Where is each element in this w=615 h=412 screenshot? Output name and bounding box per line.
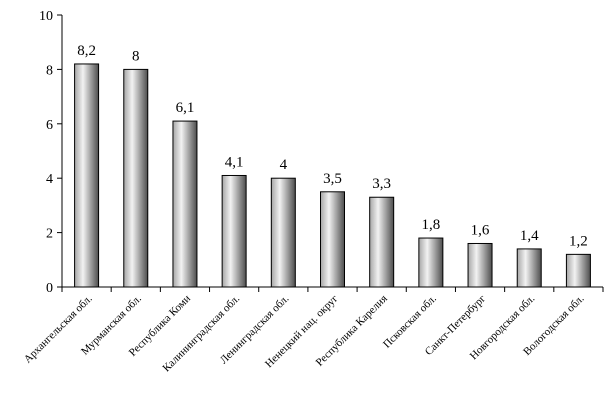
data-label: 4,1 (225, 154, 244, 170)
bar (74, 63, 100, 288)
data-label: 1,6 (471, 222, 490, 238)
data-label: 3,3 (372, 176, 391, 192)
bar (320, 191, 345, 288)
y-tick-label: 4 (46, 172, 53, 187)
bar (123, 68, 149, 288)
data-label: 1,4 (520, 228, 539, 244)
bar (270, 177, 296, 288)
bar (172, 120, 198, 288)
bar (516, 248, 542, 288)
data-label: 1,8 (421, 217, 440, 233)
x-axis (61, 286, 604, 292)
y-tick-label: 6 (46, 118, 53, 133)
data-labels: 8,2 8 6,1 4,1 4 3,5 3,3 1,8 1,6 1,4 1,2 (77, 43, 588, 249)
y-tick-label: 2 (46, 227, 53, 242)
data-label: 4 (280, 157, 288, 173)
y-axis: 0 2 4 6 8 10 (39, 9, 63, 296)
data-label: 6,1 (176, 100, 195, 116)
data-label: 1,2 (569, 233, 588, 249)
data-label: 8,2 (77, 43, 96, 59)
bars (74, 63, 591, 288)
bar (221, 174, 247, 288)
y-tick-label: 10 (39, 9, 53, 24)
data-label: 3,5 (323, 171, 342, 187)
y-tick-label: 8 (46, 63, 53, 78)
bar (369, 196, 395, 288)
bar (418, 237, 444, 288)
bar (467, 242, 493, 288)
data-label: 8 (132, 48, 140, 64)
y-tick-label: 0 (46, 281, 53, 296)
bar (565, 253, 591, 288)
category-labels: Архангельская обл.Мурманская обл.Республ… (22, 292, 587, 374)
